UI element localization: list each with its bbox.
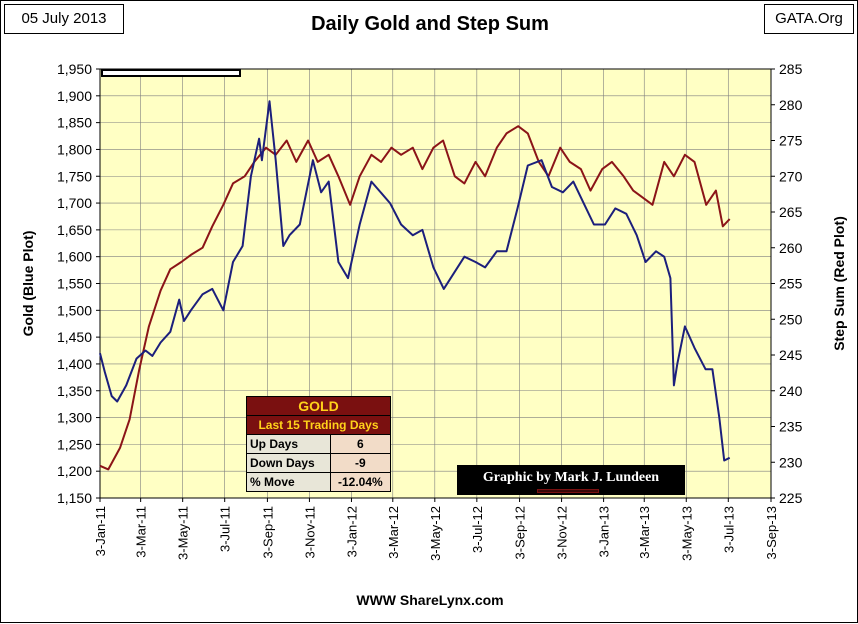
stats-title-row: GOLD [246, 396, 391, 416]
x-axis-ticks: 3-Jan-11 3-Mar-11 3-May-11 3-Jul-11 3-Sep-11… [93, 498, 779, 561]
y-tick-label: 1,800 [57, 141, 92, 157]
y-tick-label: 1,500 [57, 302, 92, 318]
x-tick-label: 3-May-11 [176, 506, 191, 560]
y-tick-label: 1,400 [57, 356, 92, 372]
y2-tick-label: 245 [779, 347, 803, 363]
y2-tick-label: 265 [779, 204, 803, 220]
y-tick-label: 1,150 [57, 490, 92, 506]
date-label: 05 July 2013 [4, 4, 124, 34]
y-tick-label: 1,700 [57, 195, 92, 211]
x-tick-label: 3-Nov-12 [555, 506, 570, 559]
up-days-value: 6 [329, 434, 392, 454]
x-tick-label: 3-Mar-12 [386, 506, 401, 559]
y-tick-label: 1,650 [57, 222, 92, 238]
stats-subtitle: Last 15 Trading Days [246, 415, 391, 435]
y2-tick-label: 235 [779, 419, 803, 435]
x-tick-label: 3-Jan-13 [597, 506, 612, 557]
x-tick-label: 3-May-12 [428, 506, 443, 561]
move-value: -12.04% [329, 472, 392, 492]
y-tick-label: 1,200 [57, 463, 92, 479]
stats-row-move: % Move -12.04% [246, 472, 392, 492]
credit-underline [537, 489, 599, 493]
x-tick-label: 3-Mar-13 [637, 506, 652, 559]
x-tick-label: 3-Jan-11 [93, 506, 108, 556]
x-tick-label: 3-Sep-11 [260, 506, 275, 559]
y-tick-label: 1,950 [57, 61, 92, 77]
y-tick-label: 1,250 [57, 436, 92, 452]
source-label: GATA.Org [764, 4, 854, 34]
gold-price-line [99, 100, 731, 462]
credit-box: Graphic by Mark J. Lundeen [457, 465, 685, 495]
x-tick-label: 3-Sep-12 [513, 506, 528, 559]
top-marker-bar [101, 69, 241, 77]
x-tick-label: 3-Mar-11 [134, 506, 149, 558]
down-days-label: Down Days [246, 453, 331, 473]
y-tick-label: 1,450 [57, 329, 92, 345]
stats-row-up: Up Days 6 [246, 434, 392, 454]
stats-title: GOLD [246, 396, 391, 416]
y2-tick-label: 275 [779, 133, 803, 149]
x-tick-label: 3-May-13 [679, 506, 694, 561]
y-tick-label: 1,850 [57, 115, 92, 131]
up-days-label: Up Days [246, 434, 331, 454]
y-tick-label: 1,600 [57, 249, 92, 265]
x-tick-label: 3-Jul-11 [218, 506, 233, 552]
y-tick-label: 1,900 [57, 88, 92, 104]
y2-tick-label: 280 [779, 97, 803, 113]
step-sum-line [99, 125, 731, 471]
stats-subtitle-row: Last 15 Trading Days [246, 415, 391, 435]
x-tick-label: 3-Nov-11 [302, 506, 317, 559]
y2-tick-label: 225 [779, 490, 803, 506]
move-label: % Move [246, 472, 331, 492]
y-tick-label: 1,750 [57, 168, 92, 184]
y2-tick-label: 250 [779, 311, 803, 327]
right-axis-title: Step Sum (Red Plot) [831, 216, 847, 351]
y-tick-label: 1,300 [57, 410, 92, 426]
left-axis-title: Gold (Blue Plot) [20, 231, 36, 337]
down-days-value: -9 [329, 453, 392, 473]
stats-table: GOLD Last 15 Trading Days Up Days 6 Down… [246, 396, 392, 492]
chart-title: Daily Gold and Step Sum [311, 13, 549, 35]
y-tick-label: 1,550 [57, 276, 92, 292]
y2-tick-label: 230 [779, 454, 803, 470]
x-tick-label: 3-Jul-13 [721, 506, 736, 553]
x-tick-label: 3-Jul-12 [470, 506, 485, 553]
right-axis-ticks: 225 230 235 240 245 250 255 260 265 270 275 280 285 [771, 61, 803, 506]
stats-row-down: Down Days -9 [246, 453, 392, 473]
left-axis-ticks: 1,150 1,200 1,250 1,300 1,350 1,400 1,450 1,500… [57, 61, 100, 506]
x-tick-label: 3-Sep-13 [764, 506, 779, 559]
y2-tick-label: 255 [779, 276, 803, 292]
y-tick-label: 1,350 [57, 383, 92, 399]
x-tick-label: 3-Jan-12 [344, 506, 359, 557]
y2-tick-label: 285 [779, 61, 803, 77]
credit-text: Graphic by Mark J. Lundeen [482, 470, 660, 485]
y2-tick-label: 240 [779, 383, 803, 399]
y2-tick-label: 270 [779, 168, 803, 184]
footer-url: WWW ShareLynx.com [356, 592, 504, 608]
y2-tick-label: 260 [779, 240, 803, 256]
